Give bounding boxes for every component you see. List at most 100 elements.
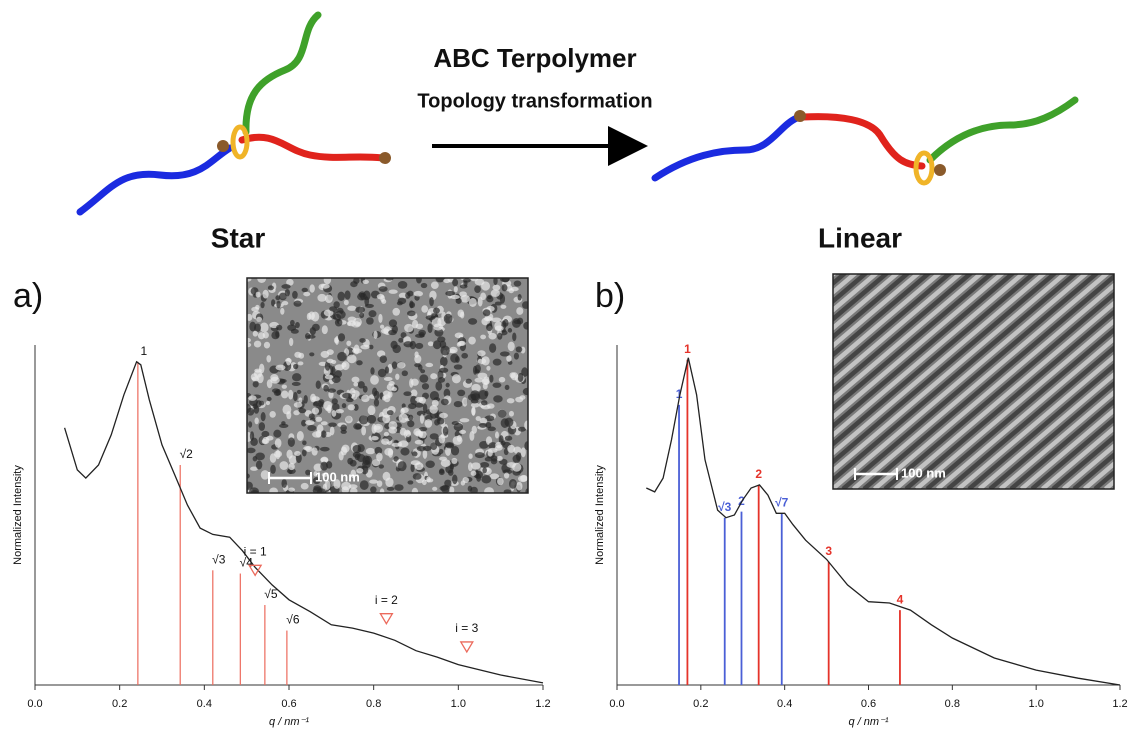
tem-grain	[522, 301, 528, 309]
tem-grain	[371, 459, 381, 467]
tem-grain	[440, 345, 450, 356]
tem-grain	[253, 404, 260, 414]
tem-grain	[334, 335, 340, 345]
tem-grain	[342, 392, 352, 399]
tem-grain	[347, 321, 352, 326]
tem-grain	[422, 449, 428, 459]
tem-grain	[253, 340, 262, 348]
tem-grain	[454, 332, 464, 339]
tem-grain	[320, 421, 328, 426]
tem-grain	[247, 313, 253, 321]
tem-grain	[254, 417, 259, 425]
tem-stripe	[833, 274, 890, 322]
tem-stripe	[833, 274, 900, 331]
tem-grain	[421, 479, 427, 486]
tem-grain	[520, 474, 528, 482]
tem-grain	[491, 317, 502, 323]
tem-grain	[411, 451, 418, 457]
tem-grain	[369, 479, 379, 484]
tem-grain	[279, 461, 289, 470]
tem-grain	[399, 427, 407, 436]
tem-grain	[418, 426, 428, 432]
tem-grain	[474, 278, 485, 286]
tem-grain	[431, 399, 439, 407]
tem-stripe	[1051, 434, 1114, 489]
tem-grain	[262, 331, 269, 339]
tem-grain	[477, 350, 486, 357]
diagram-subtitle: Topology transformation	[417, 90, 652, 112]
tem-grain	[376, 480, 383, 488]
tem-grain	[295, 321, 300, 329]
x-tick-label: 0.2	[112, 698, 127, 710]
tem-grain	[347, 316, 357, 322]
tem-grain	[273, 389, 281, 397]
tem-grain	[350, 469, 357, 479]
tem-stripe	[833, 274, 984, 403]
tem-grain	[459, 418, 470, 423]
tem-grain	[334, 370, 343, 378]
tem-grain	[509, 372, 516, 379]
tem-grain	[500, 304, 507, 309]
data-curve	[646, 357, 1121, 686]
tem-grain	[388, 289, 398, 294]
block-c	[799, 113, 926, 170]
tem-grain	[510, 286, 519, 292]
tem-grain	[379, 324, 385, 329]
tem-grain	[486, 365, 491, 371]
tem-grain	[300, 482, 309, 490]
x-tick-label: 0.6	[281, 698, 296, 710]
tem-grain	[507, 341, 515, 352]
tem-grain	[413, 428, 422, 436]
tem-grain	[369, 344, 374, 350]
tem-grain	[384, 366, 390, 374]
tem-grain	[440, 459, 451, 467]
tem-grain	[421, 305, 429, 313]
tem-grain	[382, 414, 391, 424]
tem-grain	[290, 319, 295, 326]
tem-grain	[328, 422, 337, 427]
tem-grain	[420, 282, 428, 289]
minimum-marker	[459, 641, 474, 654]
minimum-label: i = 3	[455, 621, 478, 635]
tem-grain	[450, 445, 460, 456]
tem-grain	[307, 425, 317, 431]
x-tick-label: 0.8	[945, 698, 960, 710]
tem-grain	[520, 447, 526, 458]
tem-grain	[266, 355, 272, 363]
tem-stripe	[833, 274, 1068, 474]
tem-grain	[462, 476, 470, 484]
scale-label: 100 nm	[901, 465, 946, 480]
tem-grain	[449, 486, 455, 493]
tem-stripe	[833, 274, 1016, 430]
tem-stripe	[486, 234, 786, 489]
charts: a) 100 nm 0.0 0.2 0.4 0.6 0.8 1.0 1.2 q / nm⁻¹ Nor…	[12, 234, 1132, 728]
y-axis-label: Normalized Intensity	[594, 465, 606, 565]
reflection-label: 2	[755, 467, 762, 481]
tem-grain	[398, 337, 404, 343]
tem-grain	[275, 364, 286, 371]
tem-stripe	[1116, 234, 1132, 489]
topology-diagram: ABC Terpolymer Topology transformation S…	[76, 11, 1079, 253]
tem-stripe	[1020, 407, 1114, 489]
tem-grain	[467, 485, 473, 492]
tem-grain	[439, 367, 449, 373]
star-label: Star	[211, 222, 266, 253]
tem-grain	[293, 401, 303, 408]
tem-grain	[247, 447, 256, 454]
tem-grain	[360, 344, 370, 350]
tem-grain	[361, 465, 369, 475]
scale-label: 100 nm	[315, 469, 360, 484]
tem-grain	[516, 307, 524, 315]
tem-grain	[442, 426, 449, 436]
tem-inset: 100 nm	[486, 234, 1132, 490]
block-c	[238, 133, 387, 162]
tem-grain	[474, 377, 484, 383]
tem-stripe	[833, 274, 974, 394]
tem-grain	[380, 295, 385, 303]
tem-grain	[325, 407, 332, 412]
tem-grain	[403, 341, 413, 348]
tem-grain	[414, 439, 424, 445]
tem-grain	[457, 389, 466, 397]
tem-stripe	[841, 274, 1100, 489]
tem-grain	[366, 317, 374, 325]
